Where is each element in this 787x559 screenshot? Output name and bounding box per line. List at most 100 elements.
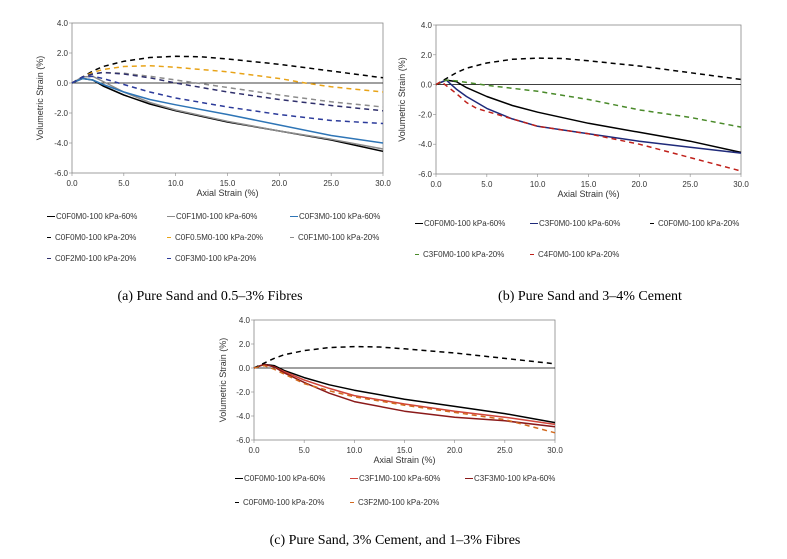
legend-item: C0F2M0-100 kPa-20% [47,254,136,263]
series-line-c0f1m0-100-kpa-60- [71,75,384,150]
legend-label: C0F0.5M0-100 kPa-20% [175,233,264,242]
series-line-c0f0m0-100-kpa-60- [435,79,742,154]
y-tick-label: -4.0 [54,139,68,148]
legend-item: C0F0M0-100 kPa-60% [415,219,505,228]
x-tick-label: 30.0 [547,446,563,455]
legend-swatch [415,223,423,224]
x-tick-label: 15.0 [581,180,597,189]
legend-swatch [530,223,538,224]
legend-swatch [47,258,51,259]
series-line-c0f0m0-100-kpa-60- [253,363,556,424]
y-tick-label: 2.0 [421,51,433,60]
y-axis-label: Volumetric Strain (%) [35,56,45,141]
x-tick-label: 5.0 [299,446,311,455]
y-axis-label: Volumetric Strain (%) [397,57,407,142]
legend-label: C0F0M0-100 kPa-20% [243,498,325,507]
legend-label: C0F3M0-100 kPa-20% [175,254,257,263]
x-tick-label: 25.0 [497,446,513,455]
series-line-c3f0m0-100-kpa-20- [435,79,742,128]
series-line-c0f0m0-100-kpa-20- [253,345,556,369]
y-tick-label: 0.0 [239,364,251,373]
x-tick-label: 5.0 [118,179,130,188]
x-tick-label: 15.0 [220,179,236,188]
legend-item: C3F0M0-100 kPa-60% [530,219,620,228]
legend-label: C3F1M0-100 kPa-60% [359,474,441,483]
y-tick-label: -2.0 [236,388,250,397]
plot-area [71,22,384,174]
x-tick-label: 30.0 [733,180,749,189]
legend-label: C0F0M0-100 kPa-20% [658,219,740,228]
legend-label: C0F0M0-100 kPa-60% [244,474,326,483]
legend-item: C0F3M0-100 kPa-60% [290,212,380,221]
legend-swatch [167,216,175,217]
legend-swatch [465,478,473,479]
legend-item: C0F0.5M0-100 kPa-20% [167,233,263,242]
series-line-c0f0m0-100-kpa-20- [435,57,742,86]
x-tick-label: 0.0 [66,179,78,188]
legend-swatch [47,237,51,238]
y-tick-label: -2.0 [54,109,68,118]
y-tick-label: -6.0 [54,169,68,178]
series-line-c4f0m0-100-kpa-20- [435,80,742,172]
legend-label: C0F1M0-100 kPa-60% [176,212,258,221]
legend-item: C0F0M0-100 kPa-60% [235,474,325,483]
legend-item: C4F0M0-100 kPa-20% [530,250,619,259]
x-tick-label: 0.0 [248,446,260,455]
series-line-c0f2m0-100-kpa-20- [71,71,384,112]
legend-swatch [167,258,171,259]
series-line-c0f0m0-100-kpa-20- [71,55,384,84]
legend-label: C4F0M0-100 kPa-20% [538,250,620,259]
chart-c: 4.02.00.0-2.0-4.0-6.00.0 5.0 10.0 15.0 20.0 2… [218,316,563,465]
legend-label: C0F0M0-100 kPa-60% [56,212,138,221]
legend-swatch [290,216,298,217]
legend-label: C0F1M0-100 kPa-20% [298,233,380,242]
y-tick-label: 4.0 [421,21,433,30]
chart-caption: (b) Pure Sand and 3–4% Cement [498,289,682,304]
legend-item: C0F0M0-100 kPa-60% [47,212,137,221]
legend-item: C0F1M0-100 kPa-20% [290,233,379,242]
chart-b: 4.02.00.0-2.0-4.0-6.00.0 5.0 10.0 15.0 20.0 2… [397,21,749,199]
series-line-c3f1m0-100-kpa-60- [253,363,556,426]
legend-item: C0F1M0-100 kPa-60% [167,212,257,221]
legend-item: C0F0M0-100 kPa-20% [235,498,324,507]
x-tick-label: 30.0 [375,179,391,188]
y-tick-label: -4.0 [236,412,250,421]
legend-swatch [415,254,419,255]
legend-swatch [167,237,171,238]
x-tick-label: 20.0 [272,179,288,188]
legend-label: C0F2M0-100 kPa-20% [55,254,137,263]
y-tick-label: 0.0 [57,79,69,88]
x-tick-label: 25.0 [682,180,698,189]
legend-label: C0F0M0-100 kPa-20% [55,233,137,242]
x-axis-label: Axial Strain (%) [557,189,619,199]
legend-label: C3F3M0-100 kPa-60% [474,474,556,483]
x-tick-label: 20.0 [447,446,463,455]
legend-item: C3F3M0-100 kPa-60% [465,474,555,483]
x-axis-label: Axial Strain (%) [196,188,258,198]
legend-label: C0F0M0-100 kPa-60% [424,219,506,228]
x-tick-label: 25.0 [323,179,339,188]
y-axis-label: Volumetric Strain (%) [218,338,228,423]
x-tick-label: 10.0 [347,446,363,455]
chart-caption: (c) Pure Sand, 3% Cement, and 1–3% Fibre… [269,533,521,548]
x-tick-label: 15.0 [397,446,413,455]
y-tick-label: 0.0 [421,81,433,90]
legend-item: C0F0M0-100 kPa-20% [650,219,739,228]
series-line-c0f0-5m0-100-kpa-20- [71,64,384,93]
legend-label: C3F0M0-100 kPa-60% [539,219,621,228]
series-line-c3f3m0-100-kpa-60- [253,363,556,428]
legend-item: C0F3M0-100 kPa-20% [167,254,256,263]
legend-swatch [235,502,239,503]
legend-item: C0F0M0-100 kPa-20% [47,233,136,242]
legend-swatch [350,478,358,479]
y-tick-label: 4.0 [239,316,251,325]
legend-swatch [47,216,55,217]
y-tick-label: 2.0 [239,340,251,349]
series-line-c0f3m0-100-kpa-60- [71,77,384,144]
x-tick-label: 10.0 [168,179,184,188]
x-tick-label: 20.0 [632,180,648,189]
y-tick-label: -4.0 [418,140,432,149]
y-tick-label: -6.0 [418,170,432,179]
legend-item: C3F1M0-100 kPa-60% [350,474,440,483]
